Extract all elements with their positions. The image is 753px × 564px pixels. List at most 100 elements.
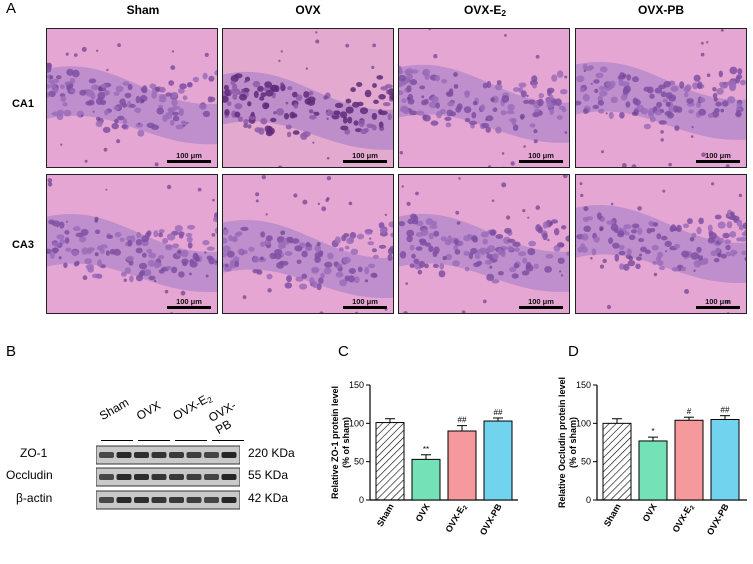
scale-bar-label: 100 μm <box>528 297 554 306</box>
blot-strip-occludin <box>96 467 240 487</box>
blot-band <box>151 474 167 480</box>
scale-bar: 100 μm <box>519 297 563 309</box>
blot-band <box>186 474 202 480</box>
blot-kda-occludin: 55 KDa <box>248 468 289 482</box>
blot-band <box>169 497 184 503</box>
blot-band <box>221 474 237 480</box>
bar-ovx-pb <box>483 420 513 501</box>
scale-bar-line <box>519 160 563 163</box>
scale-bar-line <box>343 306 387 309</box>
panel-letter-d: D <box>568 343 579 360</box>
scale-bar: 100 μm <box>343 297 387 309</box>
bar-chart-occludin: 0 50 100 150 Relative Occludin protein level… <box>557 377 747 537</box>
significance-mark: ## <box>494 408 503 417</box>
blot-image <box>96 445 240 510</box>
significance-mark: # <box>687 407 692 416</box>
bar-sham <box>375 422 405 501</box>
bar-ovx <box>411 458 441 501</box>
significance-mark: ## <box>721 406 730 415</box>
blot-lane-line-ovx <box>138 440 170 441</box>
y-tick-label: 100 <box>576 418 591 428</box>
column-header-ovx: OVX <box>295 3 321 17</box>
blot-label-occludin: Occludin <box>6 468 53 482</box>
scale-bar: 100 μm <box>696 151 740 163</box>
y-axis-label-unit: (% of sham) <box>341 417 351 468</box>
blot-band <box>221 452 237 458</box>
blot-band <box>204 497 219 503</box>
bar-ovx <box>638 440 668 501</box>
scale-bar-label: 100 μm <box>176 297 202 306</box>
blot-lane-labels: Sham OVX OVX-E2 OVX-PB <box>94 392 254 437</box>
histology-image-ca1-ovx-e2: 100 μm <box>398 28 570 168</box>
y-axis-label: Relative Occludin protein level <box>557 377 567 508</box>
histology-image-ca1-ovx-pb: 100 μm <box>575 28 747 168</box>
scale-bar-line <box>519 306 563 309</box>
scale-bar-label: 100 μm <box>528 151 554 160</box>
blot-band <box>186 497 202 503</box>
column-header-ovx-e2: OVX-E2 <box>463 3 506 18</box>
blot-band <box>99 474 114 480</box>
histology-image-ca3-ovx-pb: 100 μm <box>575 174 747 314</box>
x-tick-label: OVX-PB <box>478 502 504 537</box>
blot-band <box>204 474 219 480</box>
blot-strip-beta-actin <box>96 490 240 510</box>
scale-bar-label: 100 μm <box>705 151 731 160</box>
x-tick-label: OVX-PB <box>705 502 731 537</box>
histology-image-ca3-sham: 100 μm <box>46 174 218 314</box>
x-tick-label: OVX-E2 <box>670 501 696 535</box>
blot-lane-line-sham <box>101 440 133 441</box>
blot-band <box>134 474 149 480</box>
blot-band <box>186 452 202 458</box>
significance-mark: ## <box>458 416 467 425</box>
scale-bar-label: 100 μm <box>352 297 378 306</box>
histology-image-ca3-ovx-e2: 100 μm <box>398 174 570 314</box>
significance-mark: ** <box>423 445 429 454</box>
blot-band <box>99 452 114 458</box>
scale-bar: 100 μm <box>167 297 211 309</box>
row-header-ca3: CA3 <box>11 239 34 251</box>
column-header-ovx-pb: OVX-PB <box>637 3 684 17</box>
x-tick-label: OVX <box>414 502 432 523</box>
bar-chart-zo1: 0 50 100 150 Relative ZO-1 protein level (% o… <box>330 380 518 537</box>
histology-image-ca1-ovx: 100 μm <box>222 28 394 168</box>
scale-bar: 100 μm <box>343 151 387 163</box>
scale-bar-line <box>696 306 740 309</box>
blot-band <box>116 474 132 480</box>
scale-bar-line <box>167 160 211 163</box>
bar-ovx-e2 <box>447 430 477 501</box>
scale-bar-line <box>167 306 211 309</box>
blot-lane-sham: Sham <box>97 395 132 423</box>
blot-band <box>134 497 149 503</box>
column-header-sham: Sham <box>126 3 160 17</box>
histology-image-ca1-sham: 100 μm <box>46 28 218 168</box>
blot-kda-beta-actin: 42 KDa <box>248 491 289 505</box>
y-tick-label: 150 <box>576 380 591 390</box>
x-tick-label: Sham <box>602 502 623 528</box>
blot-label-beta-actin: β-actin <box>16 491 53 505</box>
histology-image-ca3-ovx: 100 μm <box>222 174 394 314</box>
x-tick-label: Sham <box>375 502 396 528</box>
blot-band <box>151 452 167 458</box>
blot-strip-zo1 <box>96 445 240 465</box>
bar-sham <box>602 422 632 501</box>
blot-band <box>204 452 219 458</box>
panel-letter-b: B <box>6 343 17 360</box>
blot-lane-ovx: OVX <box>134 398 163 423</box>
blot-band <box>116 452 132 458</box>
blot-band <box>169 452 184 458</box>
y-tick-label: 0 <box>586 495 591 505</box>
row-header-ca1: CA1 <box>11 98 34 110</box>
blot-kda-zo1: 220 KDa <box>248 446 295 460</box>
scale-bar-line <box>343 160 387 163</box>
blot-lane-ovx-e2: OVX-E2 <box>170 392 215 424</box>
blot-band <box>221 497 237 503</box>
blot-band <box>134 452 149 458</box>
y-tick-label: 150 <box>349 380 364 390</box>
blot-lane-line-ovx-e2 <box>175 440 207 441</box>
blot-lane-line-ovx-pb <box>212 440 244 441</box>
y-tick-label: 100 <box>349 418 364 428</box>
x-tick-label: OVX-E2 <box>443 501 469 535</box>
x-tick-label: OVX <box>641 502 659 523</box>
y-axis-label: Relative ZO-1 protein level <box>330 386 340 499</box>
bar-ovx-pb <box>710 419 740 501</box>
